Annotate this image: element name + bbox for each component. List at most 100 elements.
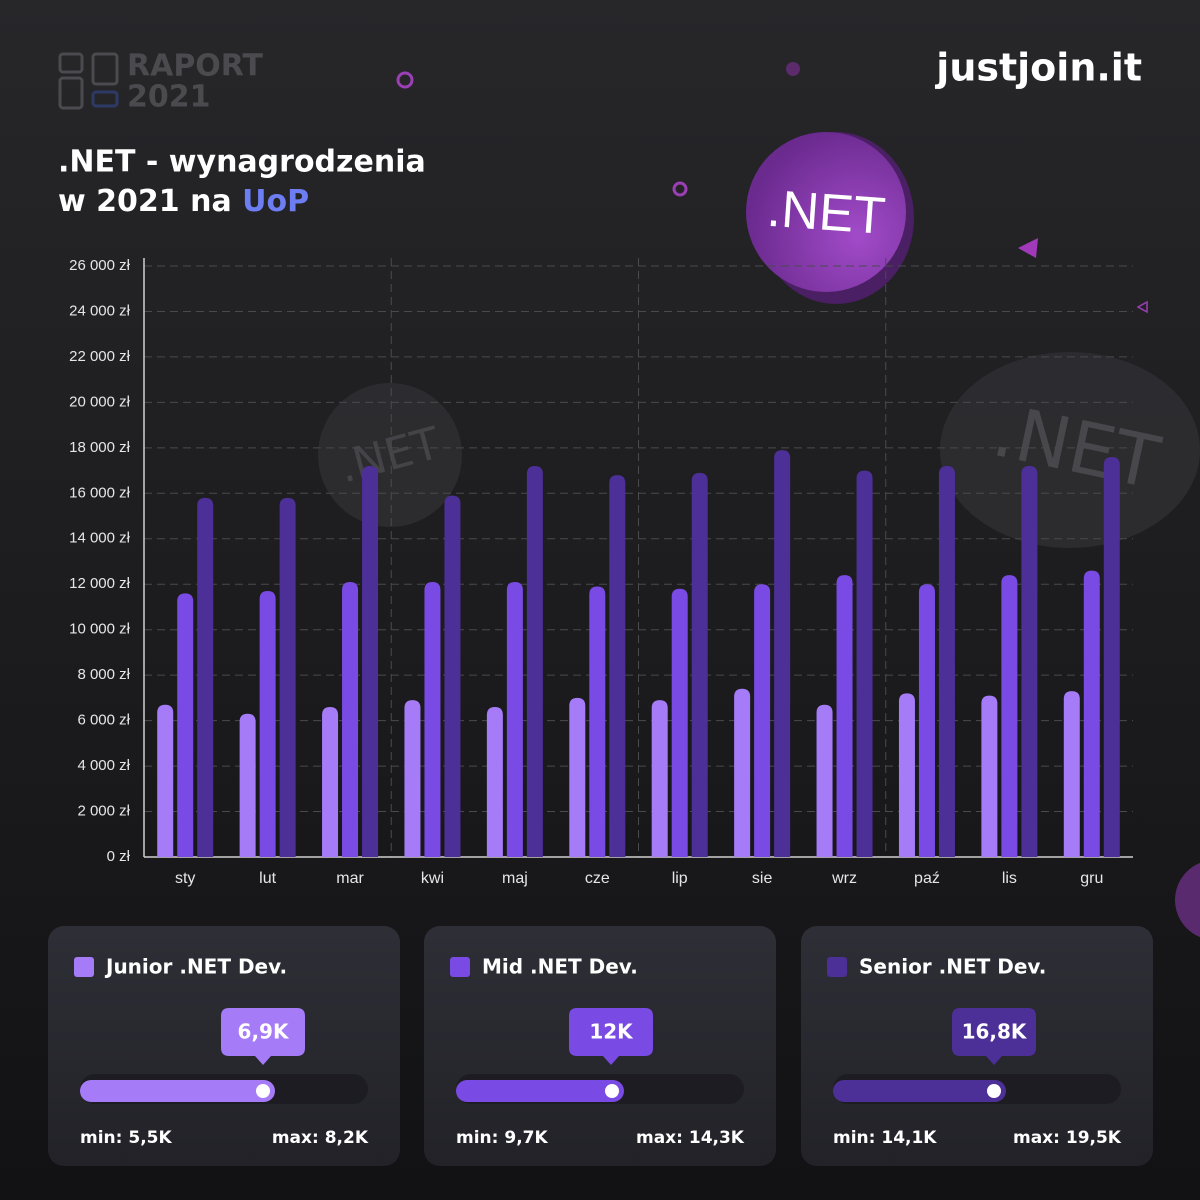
y-tick-label: 24 000 zł (69, 302, 131, 319)
bar (981, 695, 998, 857)
bar (259, 591, 276, 857)
bar (609, 475, 626, 857)
title: w 2021 na UoP (58, 184, 309, 219)
min-label: min: 14,1K (833, 1128, 937, 1148)
bar (938, 466, 955, 857)
bar (1001, 575, 1018, 857)
legend-label: Senior .NET Dev. (859, 955, 1046, 979)
value-label: 6,9K (238, 1020, 290, 1044)
bar (177, 593, 194, 857)
value-bubble (221, 1008, 305, 1065)
slider-knob (605, 1084, 619, 1098)
bar (918, 584, 935, 857)
x-tick-label: gru (1080, 870, 1103, 887)
title-line: w 2021 na (58, 184, 232, 219)
report-label: RAPORT (127, 49, 264, 84)
bar (651, 700, 668, 857)
decor (1175, 862, 1200, 938)
bar (197, 497, 214, 857)
slider-knob (256, 1084, 270, 1098)
decor (396, 71, 414, 89)
decor (1018, 238, 1038, 258)
brand: justjoin.it (934, 46, 1142, 90)
bar (506, 581, 523, 857)
bar (569, 697, 586, 857)
bar (444, 495, 461, 857)
slider-knob (987, 1084, 1001, 1098)
logo-icon (58, 52, 119, 110)
y-tick-label: 4 000 zł (77, 757, 130, 774)
bar (1021, 466, 1038, 857)
bar (836, 575, 853, 857)
bar (239, 713, 256, 857)
legend-swatch (450, 957, 470, 977)
x-tick-label: sie (752, 870, 773, 887)
bar (671, 588, 688, 857)
bar (526, 466, 543, 857)
chart: 0 zł 2 000 zł 4 000 zł 6 000 zł 8 000 zł 10 0… (69, 257, 1133, 887)
x-tick-label: sty (175, 870, 195, 887)
max-label: max: 8,2K (272, 1128, 369, 1148)
y-tick-label: 12 000 zł (69, 575, 131, 592)
bar (734, 688, 751, 857)
decor (786, 62, 800, 76)
value-label: 12K (589, 1020, 634, 1044)
bar (1103, 456, 1120, 857)
bar (342, 581, 359, 857)
y-tick-label: 0 zł (107, 848, 131, 865)
legend-swatch (827, 957, 847, 977)
x-tick-label: lip (672, 870, 688, 887)
min-label: min: 5,5K (80, 1128, 172, 1148)
bar (691, 472, 708, 857)
legend-label: Mid .NET Dev. (482, 955, 638, 979)
bar (774, 450, 791, 857)
bar (754, 584, 771, 857)
y-tick-label: 18 000 zł (69, 439, 131, 456)
bar (424, 581, 441, 857)
bar (279, 497, 296, 857)
bar (589, 586, 606, 857)
y-tick-label: 2 000 zł (77, 803, 130, 820)
value-bubble (569, 1008, 653, 1065)
y-tick-label: 14 000 zł (69, 530, 131, 547)
decor (672, 181, 688, 197)
slider-fill (80, 1080, 275, 1102)
title: .NET - wynagrodzenia (58, 145, 426, 180)
x-tick-label: maj (502, 870, 528, 887)
legend-swatch (74, 957, 94, 977)
bar (816, 704, 833, 857)
ghost-badge (940, 352, 1200, 548)
y-tick-label: 8 000 zł (77, 666, 130, 683)
decor (1136, 300, 1148, 314)
legend-label: Junior .NET Dev. (104, 955, 287, 979)
bar (1063, 691, 1080, 857)
slider-fill (833, 1080, 1006, 1102)
bar (322, 706, 339, 857)
slider-fill (456, 1080, 624, 1102)
x-tick-label: cze (585, 870, 610, 887)
bar (157, 704, 174, 857)
badge-text: .NET (765, 180, 887, 246)
x-tick-label: wrz (831, 870, 857, 887)
bar (898, 693, 915, 857)
badge (746, 132, 906, 292)
bar (404, 700, 421, 857)
y-tick-label: 16 000 zł (69, 484, 131, 501)
report-year: 2021 (127, 80, 211, 115)
y-tick-label: 26 000 zł (69, 257, 131, 274)
x-tick-label: paź (914, 870, 940, 887)
x-tick-label: kwi (421, 870, 444, 887)
min-label: min: 9,7K (456, 1128, 548, 1148)
title-highlight: UoP (242, 184, 309, 219)
x-tick-label: lis (1002, 870, 1017, 887)
y-tick-label: 10 000 zł (69, 621, 131, 638)
y-tick-label: 20 000 zł (69, 393, 131, 410)
ghost-badge (318, 383, 462, 527)
x-tick-label: mar (336, 870, 364, 887)
y-tick-label: 22 000 zł (69, 348, 131, 365)
bar (486, 706, 503, 857)
max-label: max: 19,5K (1013, 1128, 1122, 1148)
bar (856, 470, 873, 857)
value-label: 16,8K (962, 1020, 1028, 1044)
